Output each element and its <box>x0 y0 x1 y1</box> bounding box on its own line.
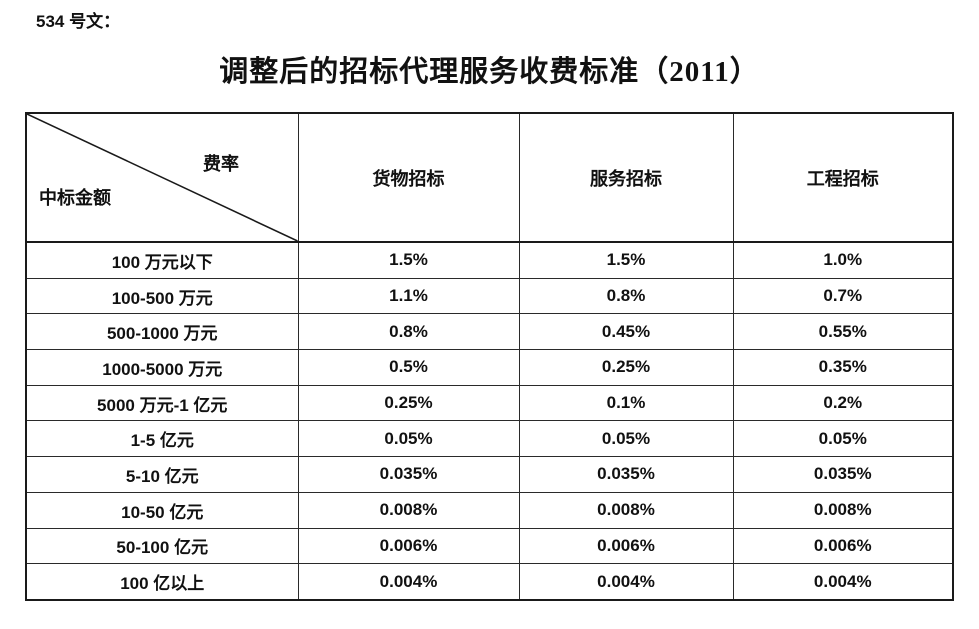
page-title: 调整后的招标代理服务收费标准（2011） <box>219 56 760 88</box>
corner-cell: 费率 中标金额 <box>25 112 299 243</box>
row-label: 1-5 亿元 <box>25 420 299 458</box>
fee-cell: 0.8% <box>297 313 520 351</box>
table-row: 5000 万元-1 亿元 0.25% 0.1% 0.2% <box>25 384 954 422</box>
fee-cell: 0.2% <box>732 384 954 422</box>
row-label: 5000 万元-1 亿元 <box>25 384 299 422</box>
table-row: 500-1000 万元 0.8% 0.45% 0.55% <box>25 313 954 351</box>
fee-cell: 0.05% <box>518 420 734 458</box>
row-label: 100 万元以下 <box>25 241 299 279</box>
fee-cell: 1.0% <box>732 241 954 279</box>
column-header-services: 服务招标 <box>518 112 734 243</box>
corner-label-rate: 费率 <box>203 154 239 174</box>
column-header-goods: 货物招标 <box>297 112 520 243</box>
fee-cell: 0.25% <box>518 349 734 386</box>
column-header-engineering: 工程招标 <box>732 112 954 243</box>
fee-cell: 0.008% <box>297 491 520 529</box>
corner-label-amount: 中标金额 <box>39 188 111 208</box>
doc-number: 534 号文： <box>36 12 121 31</box>
fee-cell: 0.004% <box>518 563 734 601</box>
fee-cell: 1.1% <box>297 277 520 315</box>
table-row: 5-10 亿元 0.035% 0.035% 0.035% <box>25 456 954 493</box>
header-row: 费率 中标金额 货物招标 服务招标 工程招标 <box>25 112 954 243</box>
table-row: 10-50 亿元 0.008% 0.008% 0.008% <box>25 491 954 529</box>
fee-cell: 0.7% <box>732 277 954 315</box>
fee-cell: 0.035% <box>518 456 734 493</box>
fee-cell: 0.008% <box>518 491 734 529</box>
diagonal-line-icon <box>27 114 297 240</box>
fee-cell: 0.006% <box>732 527 954 565</box>
table-row: 100 亿以上 0.004% 0.004% 0.004% <box>25 563 954 601</box>
row-label: 1000-5000 万元 <box>25 349 299 386</box>
fee-rate-table: 费率 中标金额 货物招标 服务招标 工程招标 100 万元以下 1.5% 1.5… <box>25 112 954 601</box>
fee-cell: 0.008% <box>732 491 954 529</box>
fee-cell: 0.55% <box>732 313 954 351</box>
fee-cell: 0.35% <box>732 349 954 386</box>
row-label: 10-50 亿元 <box>25 491 299 529</box>
fee-cell: 0.05% <box>297 420 520 458</box>
row-label: 500-1000 万元 <box>25 313 299 351</box>
fee-cell: 1.5% <box>297 241 520 279</box>
row-label: 100-500 万元 <box>25 277 299 315</box>
fee-cell: 0.1% <box>518 384 734 422</box>
table-row: 100-500 万元 1.1% 0.8% 0.7% <box>25 277 954 315</box>
table-row: 1000-5000 万元 0.5% 0.25% 0.35% <box>25 349 954 386</box>
fee-cell: 1.5% <box>518 241 734 279</box>
fee-cell: 0.035% <box>732 456 954 493</box>
row-label: 100 亿以上 <box>25 563 299 601</box>
fee-cell: 0.006% <box>518 527 734 565</box>
table-row: 100 万元以下 1.5% 1.5% 1.0% <box>25 241 954 279</box>
table-row: 1-5 亿元 0.05% 0.05% 0.05% <box>25 420 954 458</box>
fee-cell: 0.5% <box>297 349 520 386</box>
fee-cell: 0.004% <box>732 563 954 601</box>
table-row: 50-100 亿元 0.006% 0.006% 0.006% <box>25 527 954 565</box>
fee-cell: 0.035% <box>297 456 520 493</box>
row-label: 50-100 亿元 <box>25 527 299 565</box>
fee-cell: 0.8% <box>518 277 734 315</box>
fee-cell: 0.006% <box>297 527 520 565</box>
fee-cell: 0.45% <box>518 313 734 351</box>
fee-cell: 0.004% <box>297 563 520 601</box>
fee-cell: 0.05% <box>732 420 954 458</box>
row-label: 5-10 亿元 <box>25 456 299 493</box>
fee-cell: 0.25% <box>297 384 520 422</box>
